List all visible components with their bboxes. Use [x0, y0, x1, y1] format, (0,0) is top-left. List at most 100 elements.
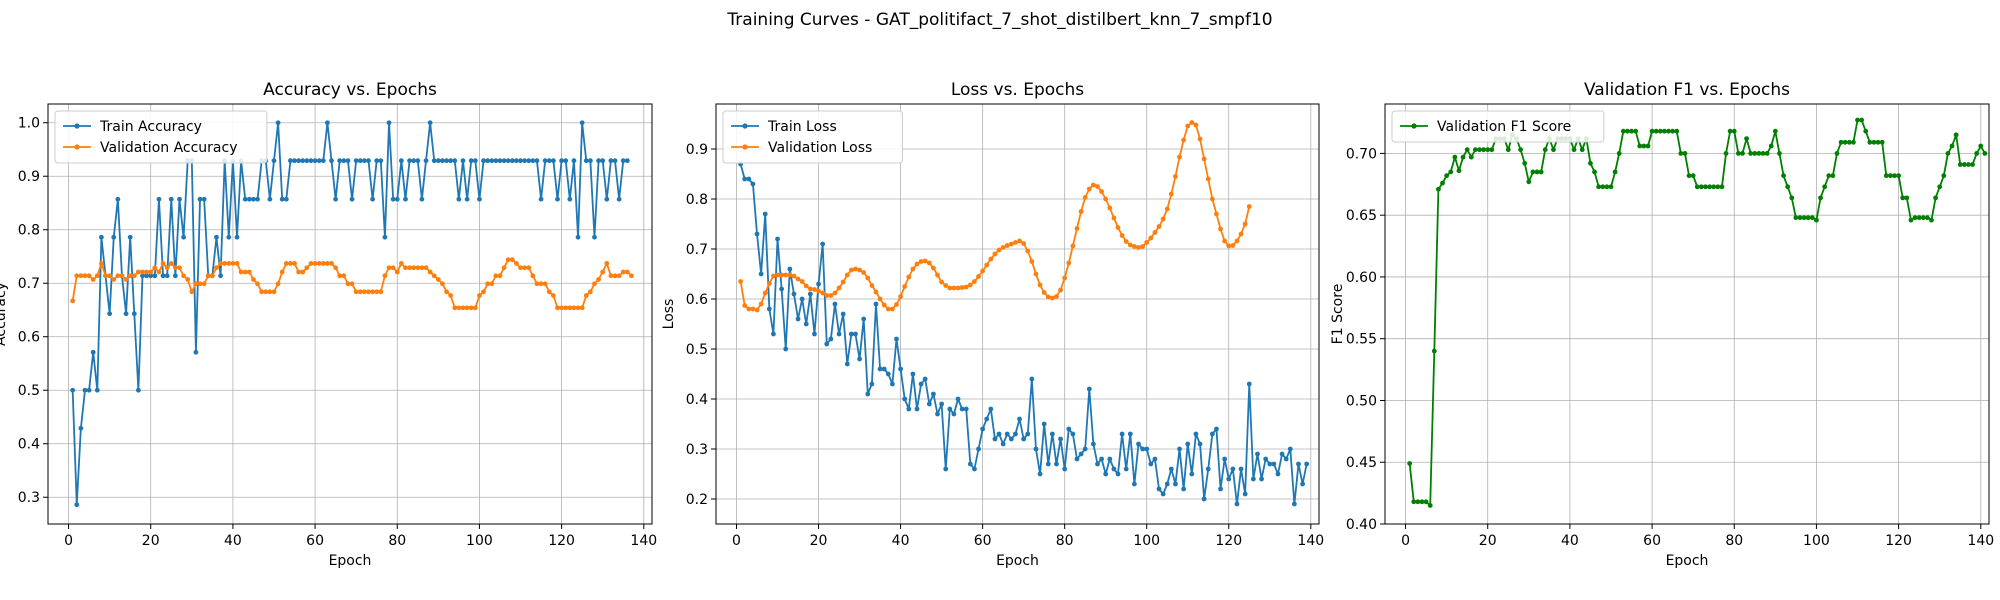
data-point [1246, 204, 1252, 209]
data-point [279, 269, 285, 275]
data-point [1649, 128, 1655, 134]
data-point [497, 158, 503, 164]
data-point [218, 261, 223, 266]
data-point [111, 234, 117, 240]
x-axis-label: Epoch [996, 553, 1039, 569]
data-point [935, 411, 940, 417]
data-point [1419, 499, 1425, 505]
data-point [279, 196, 285, 202]
data-point [312, 261, 318, 266]
data-point [1748, 151, 1754, 156]
data-point [1246, 381, 1252, 387]
legend-marker [742, 144, 748, 150]
data-point [411, 265, 417, 271]
data-point [624, 269, 630, 275]
data-point [600, 158, 606, 164]
data-point [1830, 173, 1836, 179]
data-point [177, 196, 182, 202]
data-point [452, 158, 458, 164]
data-point [489, 158, 495, 164]
data-point [1173, 481, 1178, 487]
data-point [1727, 128, 1733, 134]
data-point [1160, 491, 1166, 497]
y-tick-label: 0.55 [1346, 332, 1377, 348]
data-point [1123, 239, 1129, 244]
data-point [316, 261, 322, 266]
data-point [127, 234, 133, 240]
data-point [431, 273, 437, 279]
data-point [107, 311, 113, 317]
data-point [427, 120, 433, 126]
data-point [1448, 169, 1454, 175]
data-point [1181, 137, 1187, 143]
data-point [415, 158, 421, 164]
data-point [816, 281, 821, 287]
data-point [762, 211, 768, 217]
data-point [1982, 151, 1988, 156]
data-point [94, 387, 100, 393]
data-point [1596, 184, 1602, 190]
data-point [357, 158, 363, 164]
data-point [230, 261, 236, 266]
data-point [836, 331, 842, 337]
data-point [1961, 162, 1967, 167]
data-point [869, 283, 875, 288]
data-point [1140, 446, 1146, 452]
data-point [1140, 244, 1146, 249]
data-point [1637, 143, 1643, 149]
data-point [464, 196, 470, 202]
y-tick-label: 0.2 [686, 492, 708, 508]
data-point [214, 234, 219, 240]
data-point [382, 234, 388, 240]
data-point [795, 316, 801, 322]
data-point [514, 158, 519, 164]
data-point [629, 273, 634, 279]
data-point [1941, 173, 1947, 179]
y-axis-label: F1 Score [1330, 284, 1346, 345]
data-point [844, 272, 850, 278]
data-point [931, 391, 936, 397]
data-point [922, 258, 928, 264]
data-point [1686, 173, 1692, 179]
data-point [1974, 151, 1980, 156]
data-point [1460, 154, 1466, 160]
data-point [1095, 461, 1100, 467]
data-point [1937, 184, 1943, 190]
data-point [505, 257, 511, 263]
data-point [1468, 154, 1474, 160]
data-point [571, 158, 577, 164]
series-line [71, 121, 628, 506]
x-tick-label: 80 [1056, 533, 1074, 549]
data-point [1222, 238, 1228, 244]
data-point [1103, 196, 1109, 202]
x-tick-label: 120 [1215, 533, 1242, 549]
data-point [612, 273, 618, 279]
y-axis-label: Accuracy [0, 282, 9, 346]
data-point [1949, 143, 1955, 149]
data-point [1855, 117, 1860, 123]
data-point [460, 305, 466, 311]
data-point [320, 158, 326, 164]
data-point [271, 289, 277, 295]
x-tick-label: 0 [64, 533, 73, 549]
data-point [1234, 238, 1240, 244]
data-point [771, 331, 776, 337]
data-point [522, 158, 528, 164]
data-point [592, 281, 597, 287]
data-point [255, 281, 260, 287]
data-point [1908, 217, 1914, 223]
data-point [1863, 128, 1869, 134]
data-point [209, 273, 215, 279]
legend: Train Loss Validation Loss [722, 110, 903, 164]
data-point [550, 158, 556, 164]
data-point [415, 265, 421, 271]
data-point [456, 196, 462, 202]
data-point [271, 158, 277, 164]
legend-entry: Train Accuracy [99, 119, 202, 135]
y-tick-label: 0.8 [686, 192, 708, 208]
data-point [616, 273, 622, 279]
data-point [1205, 466, 1211, 472]
data-point [70, 298, 76, 304]
data-point [906, 406, 912, 412]
data-point [1530, 169, 1536, 175]
